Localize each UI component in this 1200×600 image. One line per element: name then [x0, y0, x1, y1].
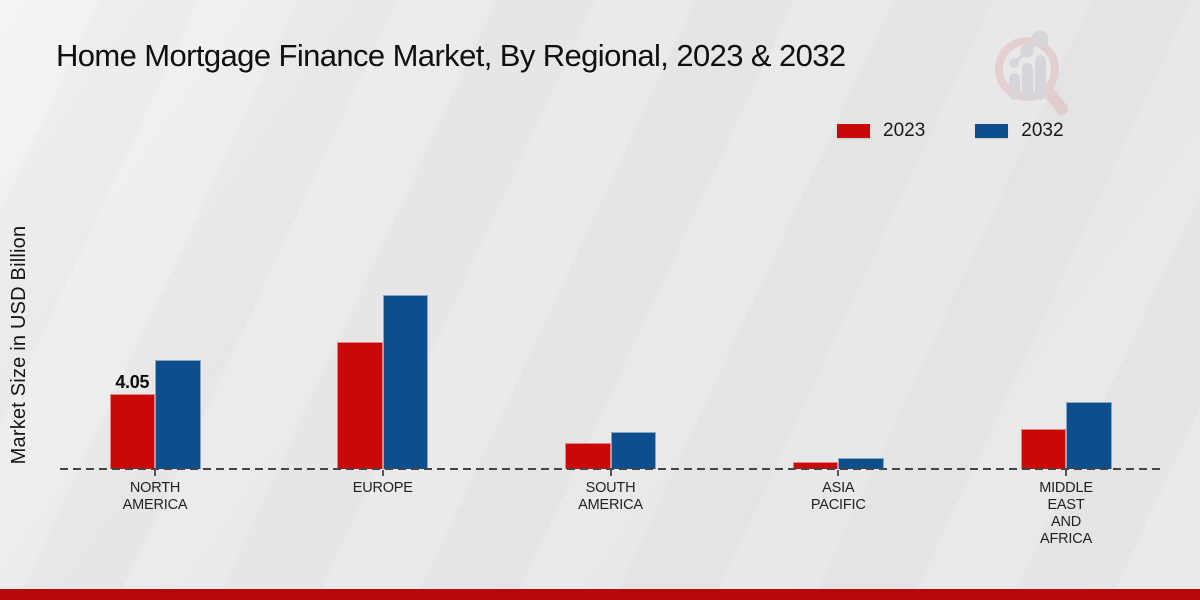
legend-label-2032: 2032 [1021, 120, 1064, 141]
bar-value-label-2023-0: 4.05 [115, 372, 150, 393]
footer-bar [0, 589, 1200, 600]
x-axis-tick-2 [609, 470, 612, 476]
x-axis-label-1: EUROPE [352, 480, 413, 496]
bar-2023-category-4 [1020, 429, 1066, 469]
bar-2032-category-1 [382, 295, 429, 469]
x-axis-label-0: NORTH AMERICA [122, 480, 188, 513]
bar-2023-category-0 [109, 394, 155, 469]
x-axis-tick-1 [381, 470, 384, 476]
legend-item-2032: 2032 [975, 120, 1064, 142]
x-axis-tick-0 [154, 470, 156, 476]
x-axis-baseline [60, 468, 1160, 470]
legend: 2023 2032 [837, 120, 1064, 142]
legend-label-2023: 2023 [883, 120, 926, 141]
x-axis-label-4: MIDDLE EAST AND AFRICA [1039, 480, 1093, 547]
bar-2023-category-3 [792, 461, 839, 469]
chart-title: Home Mortgage Finance Market, By Regiona… [56, 38, 846, 73]
bar-2023-category-2 [565, 443, 611, 469]
bar-2032-category-0 [155, 359, 201, 469]
x-axis-tick-4 [1065, 470, 1067, 476]
legend-swatch-2032 [975, 124, 1009, 138]
market-research-logo-icon [995, 30, 1068, 115]
legend-item-2023: 2023 [837, 120, 925, 142]
bar-2032-category-4 [1066, 402, 1112, 469]
bar-2023-category-1 [337, 342, 383, 469]
x-axis-tick-3 [837, 470, 840, 476]
x-axis-label-2: SOUTH AMERICA [578, 480, 643, 513]
bar-2032-category-3 [838, 457, 884, 469]
x-axis-label-3: ASIA PACIFIC [810, 480, 866, 513]
legend-swatch-2023 [837, 124, 870, 138]
bar-2032-category-2 [610, 432, 656, 469]
